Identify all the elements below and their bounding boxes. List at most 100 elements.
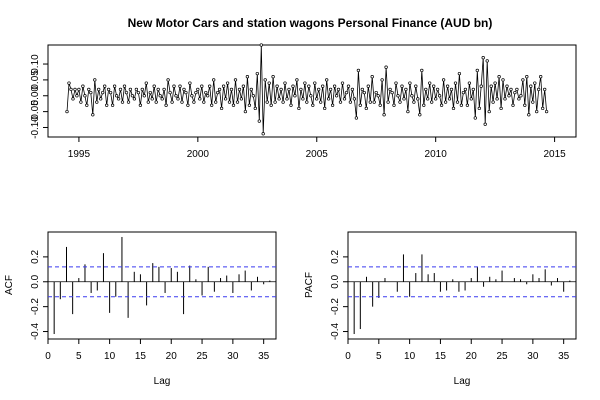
data-point [293,94,297,98]
data-point [73,87,77,92]
data-point [95,100,99,104]
data-point [299,87,303,92]
data-point [235,100,240,104]
data-point [445,84,450,88]
data-point [471,87,475,92]
data-point [142,94,146,98]
data-point [158,94,162,98]
data-point [441,78,446,82]
pacf-y-tick-label: 0.0 [330,274,341,288]
data-point [65,109,69,114]
data-point [116,97,121,101]
data-point [418,113,422,117]
data-point [479,84,483,88]
pacf-y-tick-label: -0.2 [330,298,341,316]
data-point [241,84,246,88]
data-point [303,81,307,85]
acf-x-axis: 0 5 10 15 20 25 30 35 [45,339,270,362]
data-point [144,81,148,85]
data-point [309,94,313,98]
acf-y-tick-label: -0.4 [30,322,41,340]
data-point [457,71,462,76]
data-point [91,113,95,117]
data-point [346,84,351,88]
acf-bar-layer [48,236,276,335]
data-point [130,94,135,98]
data-point [414,84,418,88]
data-point [451,106,456,111]
data-point [217,87,222,92]
data-point [178,84,182,88]
data-point [265,100,269,104]
data-point [416,97,420,101]
data-point [330,103,335,107]
data-point [83,94,87,98]
data-point [435,87,440,92]
data-point [279,87,283,92]
data-point [297,106,301,111]
data-point [406,109,410,114]
data-point [128,87,133,92]
data-point [295,78,299,82]
data-point [108,90,113,95]
data-point [214,100,218,104]
data-point [463,87,468,92]
data-point [247,103,252,107]
data-point [412,100,416,104]
data-point [212,78,216,82]
data-point [402,97,406,101]
data-point [233,78,238,82]
data-point [356,68,361,73]
data-point [430,100,434,104]
data-point [273,100,277,104]
data-point [110,103,115,107]
data-point [188,81,192,85]
data-point [216,90,220,95]
data-point [358,103,362,107]
data-point [168,90,172,95]
data-point [105,103,109,107]
data-point [408,81,412,85]
data-point [439,103,444,107]
data-point [404,87,408,92]
data-point [354,116,359,120]
data-point [89,90,93,95]
data-point [208,84,212,88]
data-point [338,100,343,104]
data-point [328,87,333,92]
data-point [85,103,89,107]
data-point [311,103,315,107]
data-point [87,87,91,92]
data-point [227,100,232,104]
data-point [485,59,489,63]
data-point [422,103,426,107]
data-point [507,94,511,98]
data-point [380,78,384,82]
data-point [150,97,154,101]
data-point [267,81,271,85]
data-point [420,68,424,73]
pacf-x-tick-label: 20 [466,351,478,362]
data-point [101,90,105,95]
data-point [229,87,234,92]
data-point [541,106,545,111]
data-point [487,109,491,114]
data-point [469,97,473,101]
ts-y-tick-label: -0.10 [30,116,41,139]
data-point [225,81,230,85]
data-point [198,97,202,101]
ts-x-tick-label: 2005 [306,149,329,160]
data-point [172,84,176,88]
data-point [271,75,275,79]
data-point [364,106,368,111]
data-point [223,97,228,101]
acf-y-axis: -0.4 -0.2 0.0 0.2 [30,249,48,340]
time-series-panel: New Motor Cars and station wagons Person… [30,16,577,160]
acf-x-tick-label: 30 [227,351,239,362]
data-point [398,100,402,104]
data-point [473,116,477,120]
acf-panel: 0 5 10 15 20 25 30 35 -0.4 -0.2 0.0 0.2 Lag ACF [4,231,277,387]
data-point [544,109,549,114]
data-point [503,97,507,101]
acf-x-tick-label: 10 [104,351,116,362]
